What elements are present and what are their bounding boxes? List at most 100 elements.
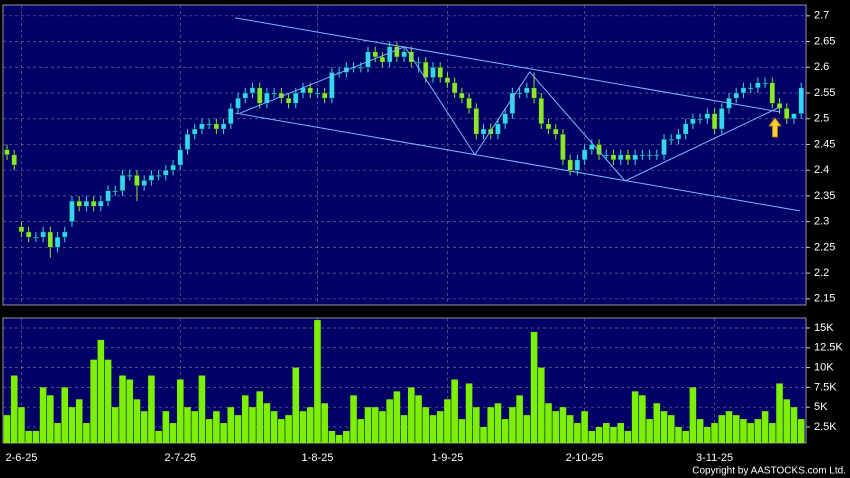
candle-body bbox=[155, 175, 162, 177]
volume-bar bbox=[205, 419, 213, 443]
candle-body bbox=[690, 118, 696, 125]
candle-body bbox=[711, 113, 718, 130]
candle-body bbox=[798, 87, 804, 114]
volume-bar bbox=[393, 391, 401, 443]
volume-bar bbox=[530, 331, 538, 443]
volume-bar bbox=[776, 383, 783, 443]
volume-bar bbox=[696, 419, 704, 443]
volume-bar bbox=[754, 419, 762, 443]
candle-body bbox=[762, 82, 768, 85]
volume-bar bbox=[429, 415, 437, 443]
volume-bar bbox=[711, 423, 718, 443]
candle-body bbox=[184, 133, 191, 150]
candle-body bbox=[4, 149, 10, 155]
candle-body bbox=[423, 61, 429, 78]
volume-bar bbox=[552, 411, 560, 443]
volume-bar bbox=[797, 419, 805, 443]
candle-body bbox=[697, 118, 703, 121]
candle-body bbox=[654, 154, 660, 157]
candle-body bbox=[321, 92, 328, 99]
volume-bar bbox=[487, 407, 495, 443]
volume-bar bbox=[783, 399, 791, 443]
candle-body bbox=[495, 123, 501, 135]
candle-body bbox=[249, 87, 256, 94]
candle-body bbox=[589, 144, 595, 150]
candle-body bbox=[509, 92, 516, 114]
candle-body bbox=[791, 113, 797, 119]
volume-bar bbox=[256, 391, 263, 443]
candle-body bbox=[386, 46, 393, 63]
x-tick-label: 2-10-25 bbox=[566, 452, 604, 464]
volume-bar bbox=[444, 399, 451, 443]
volume-bar bbox=[220, 423, 227, 443]
volume-bar bbox=[610, 426, 617, 443]
candle-body bbox=[639, 154, 646, 157]
candle-body bbox=[141, 180, 147, 186]
volume-bar bbox=[624, 430, 632, 443]
candle-body bbox=[213, 123, 220, 130]
candle-body bbox=[704, 113, 711, 119]
candle-body bbox=[574, 159, 581, 171]
candle-body bbox=[285, 97, 292, 104]
candle-body bbox=[459, 92, 465, 99]
candle-body bbox=[314, 92, 321, 95]
y-tick-label: 2.65 bbox=[814, 35, 835, 47]
y-tick-label: 2.45 bbox=[814, 138, 835, 150]
candle-body bbox=[524, 87, 530, 94]
candle-body bbox=[581, 149, 588, 161]
candle-body bbox=[502, 113, 508, 125]
x-tick-label: 1-8-25 bbox=[302, 452, 334, 464]
volume-bar bbox=[574, 423, 581, 443]
volume-bar bbox=[241, 395, 249, 443]
volume-bar bbox=[379, 411, 386, 443]
candle-body bbox=[444, 77, 451, 83]
y-tick-label: 2.5 bbox=[814, 113, 829, 125]
volume-bar bbox=[559, 407, 567, 443]
volume-bar bbox=[566, 415, 574, 443]
volume-bar bbox=[328, 430, 336, 443]
volume-bar bbox=[227, 407, 235, 443]
volume-bar bbox=[54, 423, 61, 443]
candle-body bbox=[119, 175, 126, 191]
volume-bar bbox=[162, 411, 170, 443]
volume-bar bbox=[278, 419, 285, 443]
volume-bar bbox=[364, 407, 372, 443]
candle-body bbox=[415, 61, 422, 64]
volume-tick-label: 5K bbox=[814, 401, 828, 413]
volume-bar bbox=[155, 430, 162, 443]
volume-bar bbox=[97, 339, 105, 443]
candle-body bbox=[661, 139, 667, 155]
volume-bar bbox=[119, 375, 126, 443]
candle-body bbox=[220, 123, 227, 130]
volume-bar bbox=[704, 426, 711, 443]
candle-body bbox=[307, 87, 313, 94]
candle-body bbox=[163, 169, 169, 176]
candle-body bbox=[784, 108, 790, 119]
volume-bar bbox=[306, 407, 314, 443]
volume-bar bbox=[126, 379, 134, 443]
candle-body bbox=[11, 154, 17, 166]
volume-bar bbox=[133, 399, 141, 443]
volume-bar bbox=[343, 430, 350, 443]
candle-body bbox=[596, 144, 602, 155]
x-tick-label: 3-11-25 bbox=[696, 452, 733, 464]
candle-body bbox=[365, 51, 371, 68]
candle-body bbox=[127, 175, 133, 177]
candle-body bbox=[293, 92, 299, 104]
volume-bar bbox=[285, 415, 292, 443]
candle-body bbox=[776, 103, 783, 109]
candle-body bbox=[618, 154, 624, 161]
candle-body bbox=[531, 87, 537, 99]
volume-bar bbox=[639, 395, 646, 443]
x-tick-label: 2-7-25 bbox=[164, 452, 196, 464]
volume-bar bbox=[249, 407, 256, 443]
volume-bar bbox=[292, 367, 300, 443]
volume-bar bbox=[545, 403, 552, 443]
volume-bar bbox=[537, 367, 545, 443]
candle-body bbox=[675, 133, 682, 140]
volume-tick-label: 7.5K bbox=[814, 381, 837, 393]
candle-body bbox=[401, 51, 407, 58]
volume-bar bbox=[47, 395, 54, 443]
volume-bar bbox=[169, 423, 177, 443]
volume-bar bbox=[523, 415, 531, 443]
